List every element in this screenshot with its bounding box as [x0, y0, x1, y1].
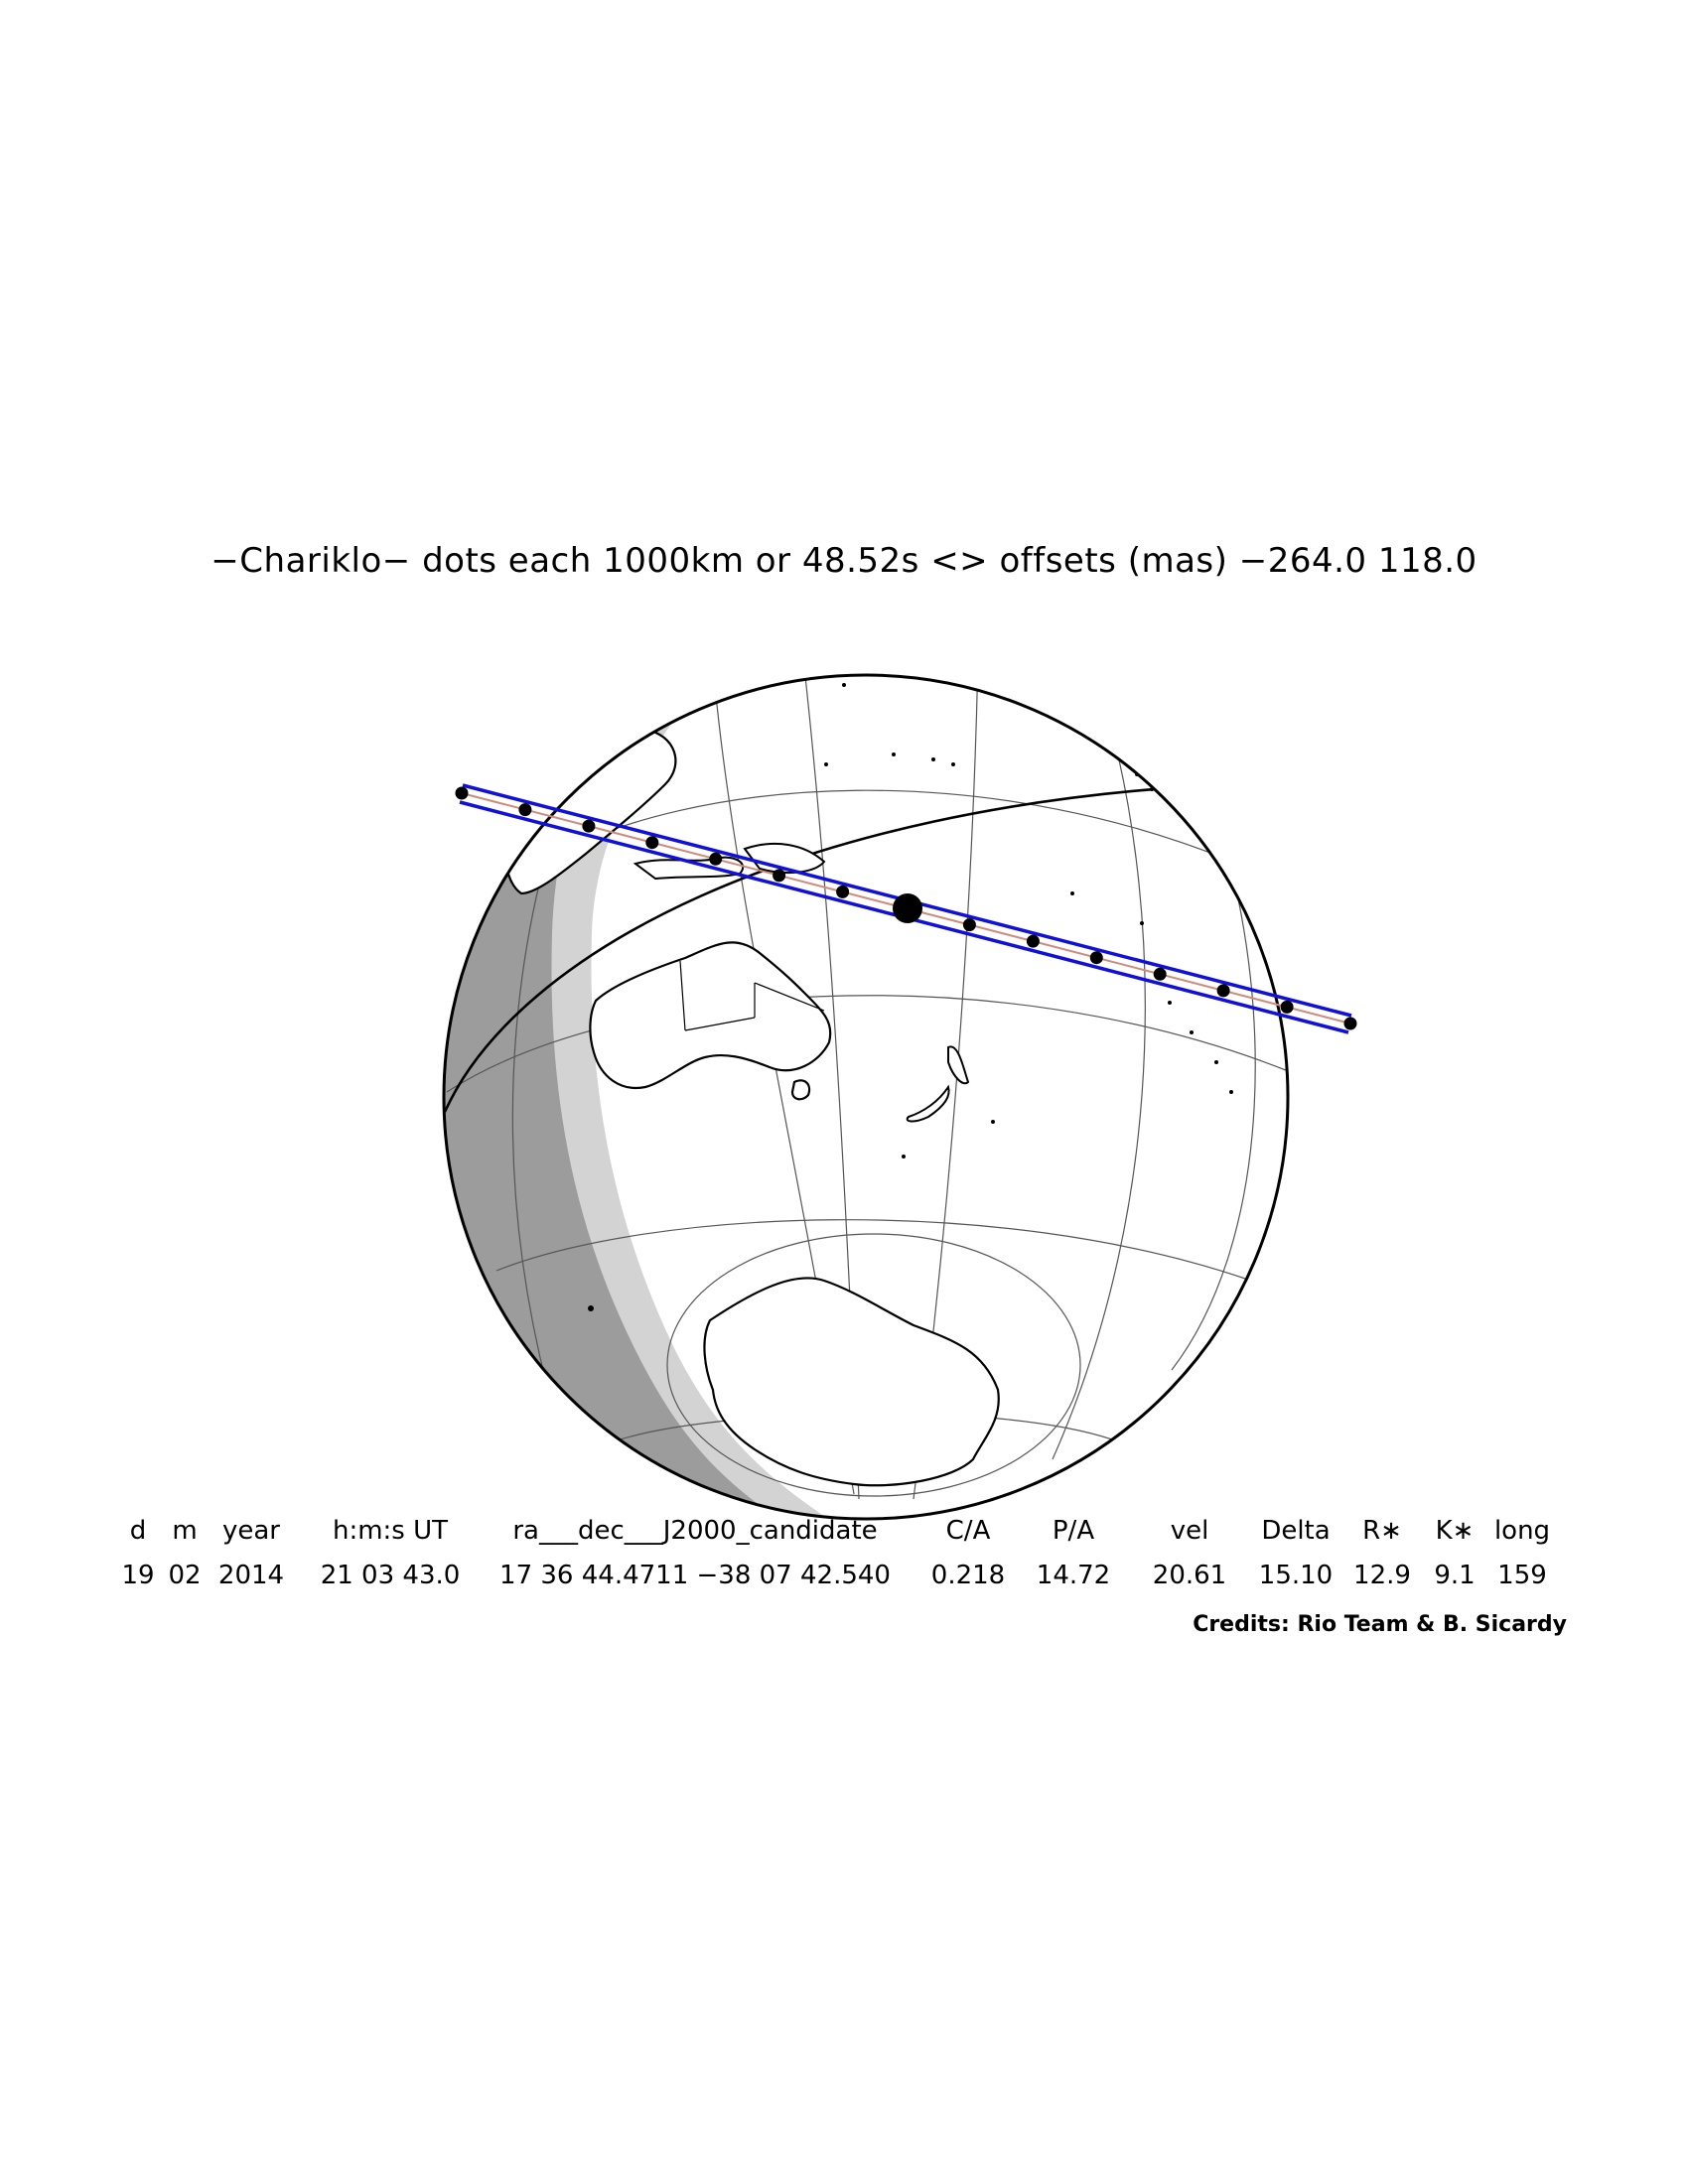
path-dot [645, 836, 659, 850]
header-long: long [1493, 1516, 1551, 1546]
path-dot [709, 852, 723, 866]
credits: Credits: Rio Team & B. Sicardy [1193, 1612, 1567, 1637]
pacific-islands [588, 683, 1233, 1311]
antarctica [703, 1277, 1000, 1487]
chart-title: −Chariklo− dots each 1000km or 48.52s <>… [211, 541, 1477, 581]
header-year: year [221, 1516, 281, 1546]
value-vel: 20.61 [1152, 1561, 1227, 1590]
path-dot [1216, 984, 1230, 998]
header-kstar: K∗ [1435, 1516, 1475, 1546]
japan [606, 650, 640, 672]
new-zealand-south [906, 1084, 950, 1123]
path-dots [455, 786, 1357, 1030]
header-ca: C/A [945, 1516, 991, 1546]
value-coordinates: 17 36 44.4711 −38 07 42.540 [499, 1561, 891, 1590]
path-dot [455, 786, 469, 800]
value-day: 19 [121, 1561, 155, 1590]
table-header-row: d m year h:m:s UT ra___dec___J2000_candi… [0, 1516, 1688, 1556]
header-coordinates: ra___dec___J2000_candidate [512, 1516, 878, 1546]
tasmania [790, 1079, 811, 1101]
path-dot [1089, 951, 1103, 965]
value-month: 02 [168, 1561, 202, 1590]
table-values-row: 19 02 2014 21 03 43.0 17 36 44.4711 −38 … [0, 1561, 1688, 1600]
globe-outline [442, 673, 1290, 1521]
value-time: 21 03 43.0 [320, 1561, 461, 1590]
header-pa: P/A [1052, 1516, 1095, 1546]
value-ca: 0.218 [930, 1561, 1006, 1590]
australia [589, 941, 832, 1090]
path-dot [836, 885, 850, 898]
header-time: h:m:s UT [332, 1516, 449, 1546]
value-rstar: 12.9 [1353, 1561, 1411, 1590]
header-day: d [129, 1516, 147, 1546]
header-delta: Delta [1261, 1516, 1331, 1546]
path-dot [962, 918, 976, 932]
path-dot [582, 819, 596, 833]
value-pa: 14.72 [1036, 1561, 1111, 1590]
value-year: 2014 [217, 1561, 285, 1590]
path-dot [1153, 967, 1167, 981]
shadow-edge [444, 782, 1232, 1113]
path-dot [1026, 934, 1040, 948]
value-delta: 15.10 [1258, 1561, 1334, 1590]
header-month: m [172, 1516, 198, 1546]
occultation-path [455, 783, 1357, 1034]
state-lines [679, 960, 825, 1031]
path-dot [1343, 1017, 1357, 1030]
polar-cap-region [666, 1233, 1081, 1497]
value-long: 159 [1497, 1561, 1547, 1590]
value-kstar: 9.1 [1434, 1561, 1476, 1590]
path-dot [518, 803, 532, 817]
path-dot [773, 869, 786, 883]
new-zealand-north [947, 1045, 970, 1085]
header-rstar: R∗ [1362, 1516, 1402, 1546]
closest-approach-marker [893, 893, 922, 923]
path-dot [1280, 1000, 1294, 1014]
header-vel: vel [1170, 1516, 1209, 1546]
